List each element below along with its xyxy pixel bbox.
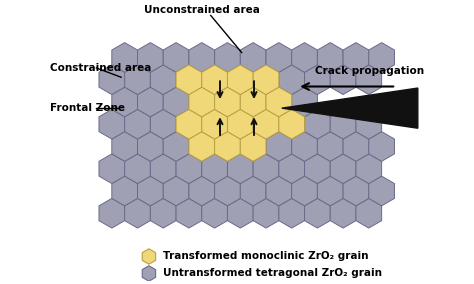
Polygon shape bbox=[189, 43, 215, 72]
Polygon shape bbox=[228, 65, 253, 95]
Text: Frontal Zone: Frontal Zone bbox=[50, 103, 125, 113]
Polygon shape bbox=[215, 87, 240, 117]
Polygon shape bbox=[279, 199, 304, 228]
Polygon shape bbox=[150, 65, 176, 95]
Polygon shape bbox=[228, 199, 253, 228]
Polygon shape bbox=[282, 88, 418, 128]
Polygon shape bbox=[304, 154, 330, 183]
Polygon shape bbox=[369, 131, 394, 161]
Polygon shape bbox=[99, 199, 125, 228]
Text: Untransformed tetragonal ZrO₂ grain: Untransformed tetragonal ZrO₂ grain bbox=[163, 268, 382, 279]
Polygon shape bbox=[318, 43, 343, 72]
Polygon shape bbox=[304, 109, 330, 139]
Polygon shape bbox=[137, 43, 163, 72]
Polygon shape bbox=[99, 65, 125, 95]
Polygon shape bbox=[202, 65, 228, 95]
Polygon shape bbox=[112, 131, 137, 161]
Polygon shape bbox=[189, 131, 215, 161]
Polygon shape bbox=[253, 109, 279, 139]
Polygon shape bbox=[304, 65, 330, 95]
Polygon shape bbox=[253, 65, 279, 95]
Polygon shape bbox=[266, 176, 292, 206]
Text: Constrained area: Constrained area bbox=[50, 63, 151, 73]
Polygon shape bbox=[125, 65, 150, 95]
Polygon shape bbox=[112, 87, 137, 117]
Polygon shape bbox=[163, 176, 189, 206]
Polygon shape bbox=[318, 131, 343, 161]
Text: Transformed monoclinic ZrO₂ grain: Transformed monoclinic ZrO₂ grain bbox=[163, 252, 368, 262]
Polygon shape bbox=[215, 131, 240, 161]
Polygon shape bbox=[330, 109, 356, 139]
Polygon shape bbox=[176, 109, 202, 139]
Polygon shape bbox=[266, 87, 292, 117]
Polygon shape bbox=[163, 43, 189, 72]
Polygon shape bbox=[330, 65, 356, 95]
Polygon shape bbox=[292, 87, 318, 117]
Polygon shape bbox=[125, 199, 150, 228]
Polygon shape bbox=[343, 43, 369, 72]
Polygon shape bbox=[240, 87, 266, 117]
Polygon shape bbox=[202, 154, 228, 183]
Polygon shape bbox=[266, 43, 292, 72]
Polygon shape bbox=[137, 176, 163, 206]
Polygon shape bbox=[356, 65, 382, 95]
Polygon shape bbox=[279, 65, 304, 95]
Polygon shape bbox=[176, 154, 202, 183]
Polygon shape bbox=[150, 199, 176, 228]
Text: Crack propagation: Crack propagation bbox=[315, 66, 424, 76]
Polygon shape bbox=[176, 65, 202, 95]
Polygon shape bbox=[99, 109, 125, 139]
Polygon shape bbox=[99, 154, 125, 183]
Polygon shape bbox=[240, 176, 266, 206]
Polygon shape bbox=[215, 43, 240, 72]
Polygon shape bbox=[304, 199, 330, 228]
Polygon shape bbox=[202, 109, 228, 139]
Polygon shape bbox=[125, 109, 150, 139]
Polygon shape bbox=[112, 176, 137, 206]
Text: Unconstrained area: Unconstrained area bbox=[144, 5, 259, 15]
Polygon shape bbox=[202, 199, 228, 228]
Polygon shape bbox=[292, 131, 318, 161]
Polygon shape bbox=[240, 43, 266, 72]
Polygon shape bbox=[137, 87, 163, 117]
Polygon shape bbox=[343, 176, 369, 206]
Polygon shape bbox=[142, 266, 155, 281]
Polygon shape bbox=[343, 131, 369, 161]
Polygon shape bbox=[330, 199, 356, 228]
Polygon shape bbox=[228, 154, 253, 183]
Polygon shape bbox=[279, 109, 304, 139]
Polygon shape bbox=[228, 109, 253, 139]
Polygon shape bbox=[142, 249, 155, 264]
Polygon shape bbox=[330, 154, 356, 183]
Polygon shape bbox=[112, 43, 137, 72]
Polygon shape bbox=[292, 176, 318, 206]
Polygon shape bbox=[189, 176, 215, 206]
Polygon shape bbox=[292, 43, 318, 72]
Polygon shape bbox=[369, 43, 394, 72]
Polygon shape bbox=[356, 109, 382, 139]
Polygon shape bbox=[125, 154, 150, 183]
Polygon shape bbox=[163, 131, 189, 161]
Polygon shape bbox=[150, 109, 176, 139]
Polygon shape bbox=[356, 154, 382, 183]
Polygon shape bbox=[253, 154, 279, 183]
Polygon shape bbox=[150, 154, 176, 183]
Polygon shape bbox=[176, 199, 202, 228]
Polygon shape bbox=[356, 199, 382, 228]
Polygon shape bbox=[318, 176, 343, 206]
Polygon shape bbox=[240, 131, 266, 161]
Polygon shape bbox=[369, 176, 394, 206]
Polygon shape bbox=[266, 131, 292, 161]
Polygon shape bbox=[163, 87, 189, 117]
Polygon shape bbox=[137, 131, 163, 161]
Polygon shape bbox=[189, 87, 215, 117]
Polygon shape bbox=[279, 154, 304, 183]
Polygon shape bbox=[215, 176, 240, 206]
Polygon shape bbox=[253, 199, 279, 228]
